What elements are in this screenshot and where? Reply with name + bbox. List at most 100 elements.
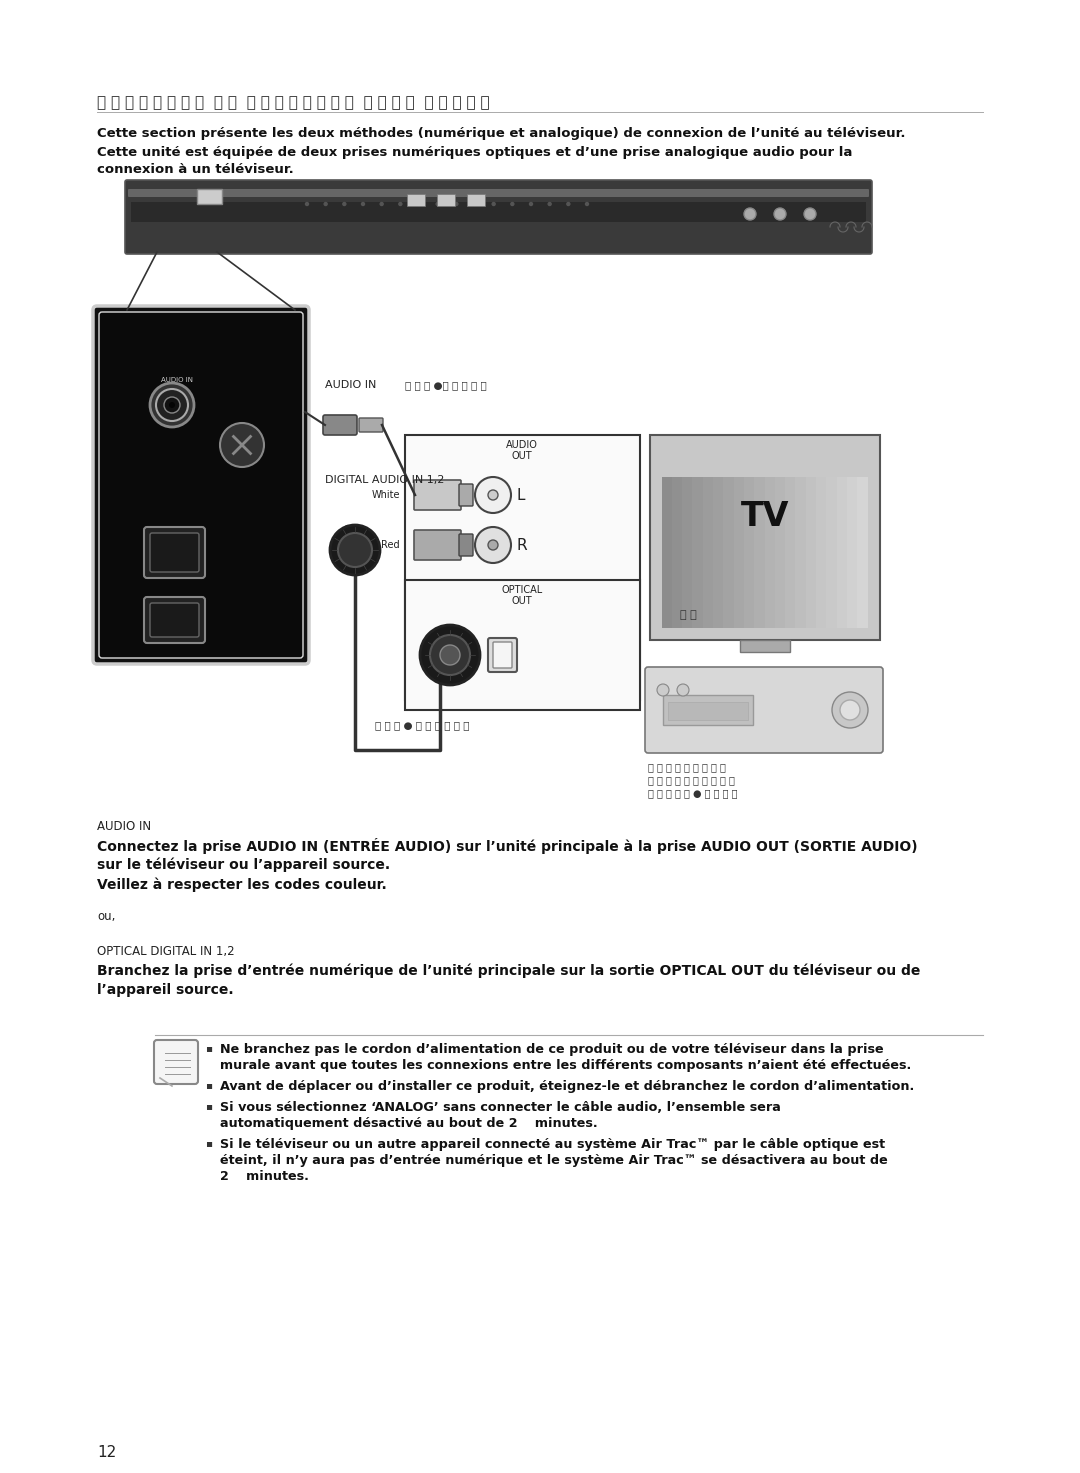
FancyBboxPatch shape [144,597,205,644]
Circle shape [473,202,476,206]
Bar [467,194,485,206]
Bar [858,477,868,627]
Circle shape [150,383,194,427]
FancyBboxPatch shape [414,480,461,510]
Bar [785,477,796,627]
Bar [713,477,724,627]
Circle shape [399,202,402,206]
Bar [775,477,786,627]
Circle shape [585,202,589,206]
Bar [847,477,858,627]
Text: Red: Red [381,541,400,549]
Text: Si le téléviseur ou un autre appareil connecté au système Air Trac™ par le câble: Si le téléviseur ou un autre appareil co… [220,1139,886,1150]
Text: sur le téléviseur ou l’appareil source.: sur le téléviseur ou l’appareil source. [97,857,390,872]
Text: Cette unité est équipée de deux prises numériques optiques et d’une prise analog: Cette unité est équipée de deux prises n… [97,146,852,159]
Text: 囚 囚 囚 囚 囚 囚 囚 囚  囚 囚  囚 囚 囚 囚 囚 囚 囚 囚  囚 囚 囚 囚  囚 囚 囚 囚 囚: 囚 囚 囚 囚 囚 囚 囚 囚 囚 囚 囚 囚 囚 囚 囚 囚 囚 囚 囚 囚 … [97,94,489,110]
FancyBboxPatch shape [459,485,473,507]
FancyBboxPatch shape [99,312,303,658]
Circle shape [677,683,689,697]
Text: 囚 囚: 囚 囚 [680,610,697,620]
FancyBboxPatch shape [488,638,517,672]
Circle shape [657,683,669,697]
Circle shape [418,202,420,206]
Text: 12: 12 [97,1445,117,1460]
FancyBboxPatch shape [129,189,869,197]
FancyBboxPatch shape [323,415,357,435]
Text: connexion à un téléviseur.: connexion à un téléviseur. [97,164,294,175]
Bar [662,477,673,627]
Circle shape [774,208,786,219]
Text: ▪: ▪ [205,1139,212,1147]
Text: l’appareil source.: l’appareil source. [97,982,233,997]
Circle shape [488,491,498,499]
Text: Si vous sélectionnez ‘ANALOG’ sans connecter le câble audio, l’ensemble sera: Si vous sélectionnez ‘ANALOG’ sans conne… [220,1100,781,1114]
Bar [437,194,455,206]
Circle shape [475,527,511,563]
Circle shape [324,202,327,206]
Text: R: R [517,538,528,552]
FancyBboxPatch shape [414,530,461,560]
Bar [672,477,683,627]
FancyBboxPatch shape [645,667,883,753]
FancyBboxPatch shape [359,418,383,432]
Text: 囚 囚 囚 囚 囚 ● 囚 囚 囚 囚: 囚 囚 囚 囚 囚 ● 囚 囚 囚 囚 [648,788,738,798]
Text: 囚 囚 囚 ●囚 囚 囚 囚 囚: 囚 囚 囚 ●囚 囚 囚 囚 囚 [405,380,487,390]
Circle shape [220,423,264,467]
Bar [669,703,748,720]
Bar [703,477,714,627]
Bar [837,477,848,627]
Circle shape [804,208,816,219]
Circle shape [511,202,514,206]
Circle shape [529,202,532,206]
Circle shape [420,625,480,685]
Bar [407,194,426,206]
Bar [765,477,777,627]
FancyBboxPatch shape [144,527,205,577]
Text: AUDIO
OUT: AUDIO OUT [507,440,538,461]
Text: ▪: ▪ [205,1043,212,1053]
Text: OPTICAL DIGITAL IN 1,2: OPTICAL DIGITAL IN 1,2 [97,946,234,957]
Circle shape [488,541,498,549]
Text: AUDIO IN: AUDIO IN [97,820,151,834]
Circle shape [744,208,756,219]
Bar [734,477,745,627]
Bar [131,202,866,222]
Text: Veillez à respecter les codes couleur.: Veillez à respecter les codes couleur. [97,876,387,891]
Circle shape [362,202,365,206]
Circle shape [156,389,188,421]
Bar [663,695,753,725]
Text: éteint, il n’y aura pas d’entrée numérique et le système Air Trac™ se désactiver: éteint, il n’y aura pas d’entrée numériq… [220,1153,888,1167]
Text: ou,: ou, [97,910,116,924]
Text: automatiquement désactivé au bout de 2  minutes.: automatiquement désactivé au bout de 2 m… [220,1117,597,1130]
Text: AUDIO IN: AUDIO IN [325,380,376,390]
Text: 2  minutes.: 2 minutes. [220,1170,309,1183]
Text: White: White [372,491,400,499]
Circle shape [440,645,460,664]
Text: 囚 囚: 囚 囚 [345,524,362,535]
Text: ▪: ▪ [205,1080,212,1090]
Text: Branchez la prise d’entrée numérique de l’unité principale sur la sortie OPTICAL: Branchez la prise d’entrée numérique de … [97,963,920,978]
Bar [826,477,837,627]
Bar [692,477,703,627]
Circle shape [338,533,372,567]
Circle shape [164,398,180,412]
Text: Cette section présente les deux méthodes (numérique et analogique) de connexion : Cette section présente les deux méthodes… [97,127,905,140]
Circle shape [342,202,346,206]
Text: L: L [517,488,526,502]
Bar [681,477,693,627]
Text: 囚 囚 囚 ● 囚 囚 囚 囚 囚 囚: 囚 囚 囚 ● 囚 囚 囚 囚 囚 囚 [375,720,470,731]
Text: DIGITAL AUDIO IN 1,2: DIGITAL AUDIO IN 1,2 [325,474,444,485]
Bar [795,477,806,627]
FancyBboxPatch shape [125,180,872,253]
Text: AUDIO IN: AUDIO IN [161,377,193,383]
Bar [806,477,816,627]
Bar [816,477,827,627]
Bar [650,435,880,639]
Text: 囚 囚 囚 囚 囚 囚 囚 囚 囚 囚: 囚 囚 囚 囚 囚 囚 囚 囚 囚 囚 [648,775,734,785]
FancyBboxPatch shape [492,642,512,667]
Circle shape [380,202,383,206]
FancyBboxPatch shape [459,535,473,555]
Circle shape [436,202,440,206]
Circle shape [832,692,868,728]
Circle shape [306,202,309,206]
